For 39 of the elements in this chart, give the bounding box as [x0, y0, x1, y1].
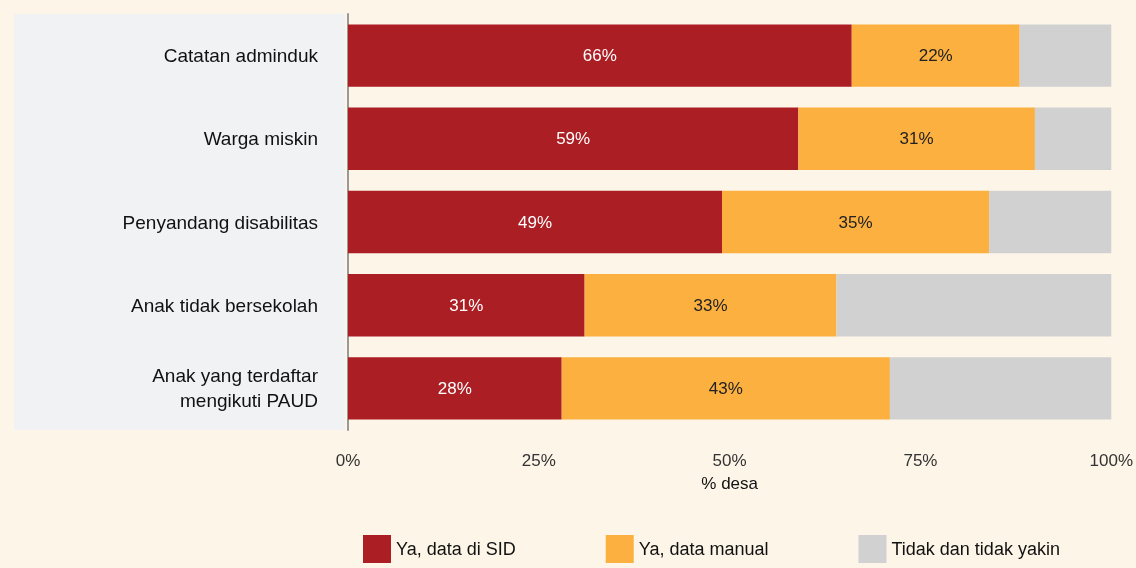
- legend-label: Ya, data di SID: [396, 539, 516, 559]
- bar: [722, 190, 990, 254]
- bar: [348, 190, 722, 254]
- x-tick-label: 0%: [335, 451, 361, 470]
- data-label: 31%: [449, 295, 484, 315]
- bar: [851, 24, 1020, 87]
- y-tick-label: Penyandang disabilitas: [122, 211, 318, 233]
- bar: [1019, 24, 1112, 87]
- bar: [348, 107, 799, 170]
- y-tick-label: Anak yang terdaftar mengikuti PAUD: [152, 365, 319, 412]
- data-label: 28%: [437, 378, 472, 398]
- legend-label: Ya, data manual: [638, 539, 769, 559]
- bar: [1034, 107, 1112, 170]
- bar: [348, 274, 585, 337]
- data-label: 59%: [556, 129, 591, 149]
- x-tick-label: 50%: [712, 451, 747, 470]
- bar: [348, 24, 852, 87]
- y-tick-label: Catatan adminduk: [163, 45, 319, 67]
- data-label: 49%: [517, 212, 553, 232]
- bar: [889, 357, 1112, 420]
- y-tick-label: Warga miskin: [203, 128, 318, 150]
- x-tick-label: 100%: [1089, 451, 1133, 470]
- x-axis-title: % desa: [701, 474, 759, 493]
- data-label: 31%: [899, 129, 934, 149]
- bar: [836, 274, 1112, 337]
- bar: [348, 357, 562, 420]
- data-label: 33%: [693, 295, 728, 315]
- bar: [798, 107, 1035, 170]
- legend-label: Tidak dan tidak yakin: [891, 539, 1060, 559]
- data-label: 66%: [582, 46, 617, 66]
- x-tick-label: 25%: [521, 451, 556, 470]
- bar: [989, 190, 1112, 254]
- data-label: 35%: [838, 212, 873, 232]
- bar: [584, 274, 837, 337]
- x-tick-label: 75%: [903, 451, 938, 470]
- data-label: 22%: [918, 46, 953, 66]
- data-label: 43%: [708, 378, 743, 398]
- bar: [561, 357, 890, 420]
- y-tick-label: Anak tidak bersekolah: [131, 294, 318, 316]
